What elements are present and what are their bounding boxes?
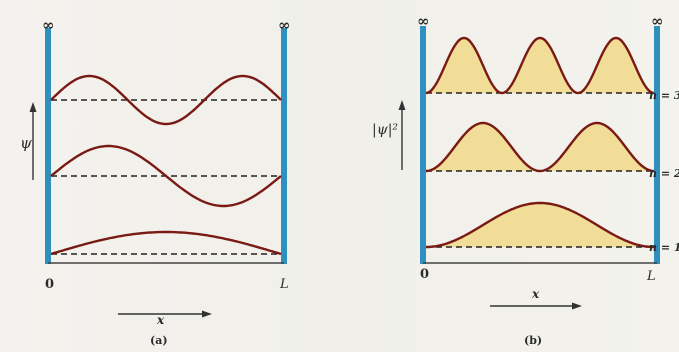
panel-a-psi-arrow-head	[29, 102, 37, 112]
panel-b-density-fill-n3	[426, 38, 654, 93]
panel-a-x-arrow-head	[202, 310, 212, 318]
panel-a-right-wall	[281, 28, 287, 264]
panel-b-right-wall	[654, 26, 660, 264]
panel-a-length-label: L	[279, 277, 289, 292]
panel-a-left-infinity: ∞	[42, 16, 55, 34]
panel-a-wave-n3	[50, 74, 282, 126]
panel-b-level-label-n2: n = 2	[649, 167, 679, 180]
panel-a-right-infinity: ∞	[278, 16, 291, 34]
panel-b-level-label-n1: n = 1	[649, 241, 679, 254]
panel-b-left-wall	[420, 26, 426, 264]
panel-b-density-fill-n2	[426, 123, 654, 171]
panel-b-psi2-arrow-head	[398, 100, 406, 110]
panel-b-psi2-label: |ψ|²	[372, 122, 398, 138]
panel-b-density-n1	[426, 201, 654, 249]
panel-b-density-n2	[425, 121, 655, 173]
panel-b-caption: (b)	[524, 334, 542, 347]
panel-b-left-infinity: ∞	[417, 12, 430, 30]
panel-b-density-n3	[425, 36, 655, 95]
panel-a-psi-label: ψ	[20, 134, 32, 152]
panel-b-x-arrow-head	[572, 302, 582, 310]
panel-a-origin-label: 0	[45, 277, 54, 292]
panel-b-density-fill-n1	[426, 203, 654, 247]
panel-a-caption: (a)	[150, 334, 168, 347]
panel-b-origin-label: 0	[420, 267, 429, 282]
panel-a-wave-n1	[50, 230, 282, 256]
panel-a-wave-n2	[50, 144, 282, 208]
panel-b: ∞ ∞ |ψ|² n = 3 n = 2 n = 1 0 L x (b)	[372, 12, 679, 347]
panel-b-x-label: x	[531, 287, 540, 301]
panel-a-x-label: x	[156, 313, 165, 327]
panel-b-right-infinity: ∞	[651, 12, 664, 30]
panel-a-left-wall	[45, 28, 51, 264]
panel-b-level-label-n3: n = 3	[649, 89, 679, 102]
panel-b-length-label: L	[646, 269, 656, 284]
panel-a: ∞ ∞ ψ 0 L x (a)	[20, 16, 291, 347]
